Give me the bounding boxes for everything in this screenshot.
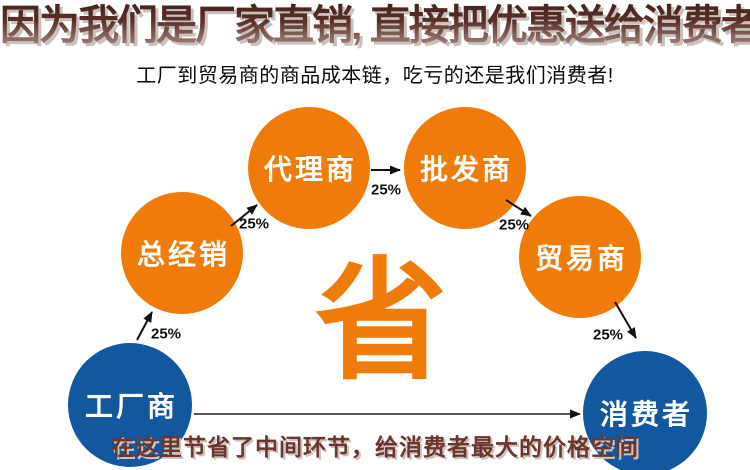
page-subtitle: 工厂到贸易商的商品成本链，吃亏的还是我们消费者! <box>136 65 614 87</box>
node-trader: 贸易商 <box>519 196 641 318</box>
node-agent-label: 代理商 <box>263 154 357 185</box>
arrow-percent-label: 25% <box>150 325 182 343</box>
node-general-distributor: 总经销 <box>121 192 243 314</box>
page-title: 因为我们是厂家直销, 直接把优惠送给消费者 <box>0 2 750 48</box>
save-character: 省 <box>315 248 447 395</box>
arrow-percent-label: 25% <box>592 326 624 344</box>
node-trader-label: 贸易商 <box>534 243 628 274</box>
node-consumer: 消费者 <box>583 351 707 470</box>
node-agent: 代理商 <box>248 107 370 229</box>
bottom-caption: 在这里节省了中间环节，给消费者最大的价格空间 <box>111 434 639 460</box>
arrow-factory-to-distributor <box>136 311 153 341</box>
node-wholesaler-label: 批发商 <box>419 154 513 185</box>
node-factory-label: 工厂商 <box>84 391 178 422</box>
node-factory: 工厂商 <box>68 343 192 467</box>
node-consumer-label: 消费者 <box>599 399 693 430</box>
arrow-percent-label: 25% <box>498 216 530 234</box>
arrow-percent-label: 25% <box>370 181 402 199</box>
node-wholesaler: 批发商 <box>404 107 526 229</box>
arrow-percent-label: 25% <box>238 215 270 233</box>
node-general-distributor-label: 总经销 <box>136 239 230 270</box>
